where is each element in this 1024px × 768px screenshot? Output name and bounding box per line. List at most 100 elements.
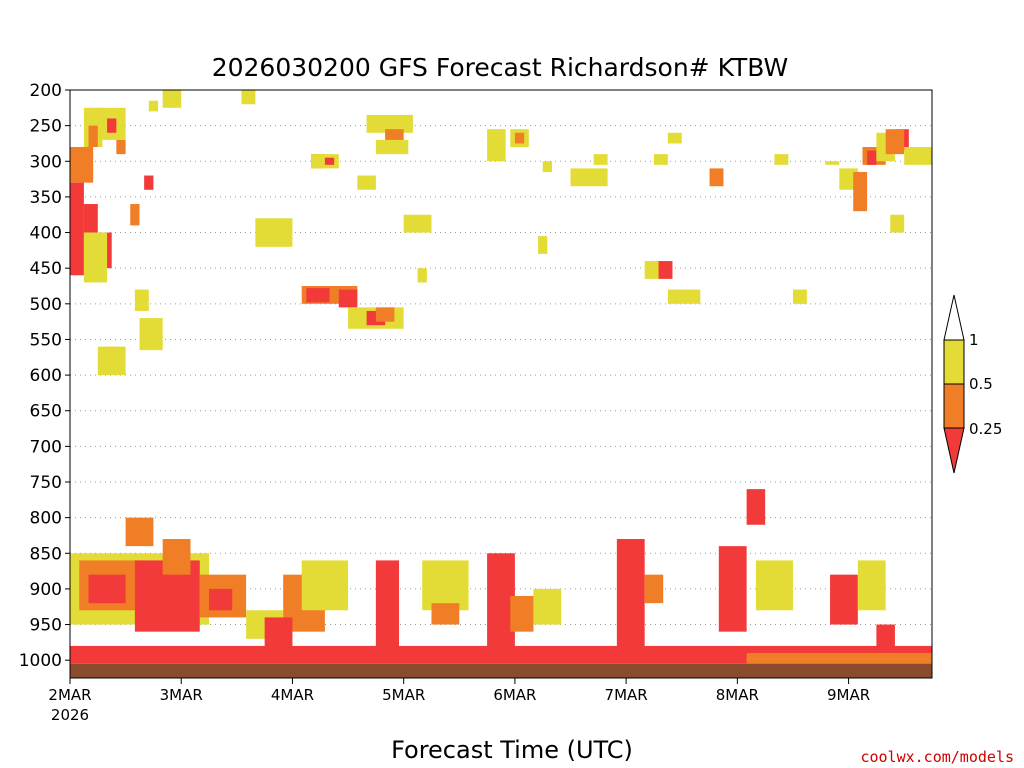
ri-cell [255,218,293,247]
ri-cell [97,346,126,376]
ri-cell [306,288,330,303]
ri-cell [542,161,552,172]
ri-cell [533,588,562,625]
ri-cell [357,175,376,190]
ri-cell [857,560,886,611]
legend-swatch-0.5-1 [943,339,965,385]
legend-label: 0.5 [969,375,993,393]
ri-cell [538,236,548,254]
y-axis-ticks: 200 250 300 350 400 450 500 550 600 650 700 750 800 8… [19,81,70,671]
ri-cell [487,553,515,661]
x-axis-ticks: 2MAR 2026 3MAR 4MAR 5MAR 6MAR 7MAR 8MAR 9MAR [48,678,870,724]
ri-cell [667,132,682,144]
ri-cell [904,147,932,165]
x-tick-label: 9MAR [827,686,870,704]
legend-label: 0.25 [969,420,1002,438]
ri-cell [616,539,645,661]
legend-swatch-below-0.25 [943,427,965,474]
color-legend: 1 0.5 0.25 [943,294,1002,474]
richardson-cells [70,90,932,664]
ri-cell [139,318,163,351]
ri-cell [148,100,159,112]
ri-cell [130,204,140,226]
y-tick-label: 600 [30,366,62,386]
x-tick-label: 6MAR [493,686,536,704]
x-tick-label: 5MAR [382,686,425,704]
ri-cell [83,232,108,283]
ri-cell [375,560,400,661]
ri-cell [417,268,427,283]
ri-cell [593,154,608,165]
ri-cell [144,175,154,190]
ri-cell [162,90,182,108]
y-tick-label: 700 [30,437,62,457]
y-tick-label: 1000 [19,651,62,671]
x-axis-label: Forecast Time (UTC) [391,736,633,764]
ri-cell [514,132,525,144]
ri-cell [658,261,673,279]
ri-cell [746,653,932,664]
ri-cell [890,214,905,233]
ri-cell [853,171,868,212]
ri-cell [70,182,84,276]
ri-cell [116,139,126,155]
ri-cell [88,125,98,148]
x-tick-label: 2MAR [48,686,91,704]
x-tick-label: 7MAR [605,686,648,704]
ri-cell [162,539,191,575]
legend-swatch-0.25-0.5 [943,383,965,429]
y-tick-label: 550 [30,330,62,350]
x-tick-label: 3MAR [160,686,203,704]
ri-cell [70,147,94,183]
x-tick-label: 4MAR [271,686,314,704]
ri-cell [792,289,807,304]
y-tick-label: 500 [30,295,62,315]
y-tick-label: 650 [30,402,62,422]
ri-cell [83,204,98,233]
ri-cell [375,307,395,322]
ri-cell [431,603,460,625]
ri-cell [375,139,409,155]
ri-cell [570,168,608,187]
ri-cell [709,168,724,187]
ri-cell [867,150,877,165]
ri-cell [510,596,534,632]
y-tick-label: 300 [30,152,62,172]
ri-cell [755,560,793,611]
ri-cell [338,289,358,308]
ri-cell [241,90,256,105]
legend-swatch-above-1 [943,294,965,341]
ri-cell [885,129,905,155]
y-tick-label: 750 [30,473,62,493]
ri-cell [422,560,469,611]
ri-cell [134,289,149,311]
ri-cell [746,489,766,525]
ri-cell [667,289,701,304]
ri-cell [209,588,233,611]
legend-label: 1 [969,331,979,349]
ri-cell [324,157,335,165]
ri-cell [774,154,789,165]
y-tick-label: 800 [30,509,62,529]
y-tick-label: 200 [30,81,62,101]
x-tick-label: 8MAR [716,686,759,704]
y-tick-label: 900 [30,580,62,600]
x-tick-year-label: 2026 [51,706,89,724]
y-tick-label: 450 [30,259,62,279]
ri-cell [70,645,932,664]
ri-cell [403,214,432,233]
ri-cell [830,574,858,625]
ri-cell [107,118,117,133]
ri-cell [366,114,413,133]
y-tick-label: 250 [30,117,62,137]
plot-frame [69,89,933,679]
y-tick-label: 950 [30,616,62,636]
ri-cell [301,560,349,611]
ri-cell [718,546,747,632]
y-tick-label: 400 [30,224,62,244]
credit-text: coolwx.com/models [860,748,1014,766]
ri-cell [825,161,840,165]
ri-cell [653,154,668,165]
ri-cell [88,574,126,604]
